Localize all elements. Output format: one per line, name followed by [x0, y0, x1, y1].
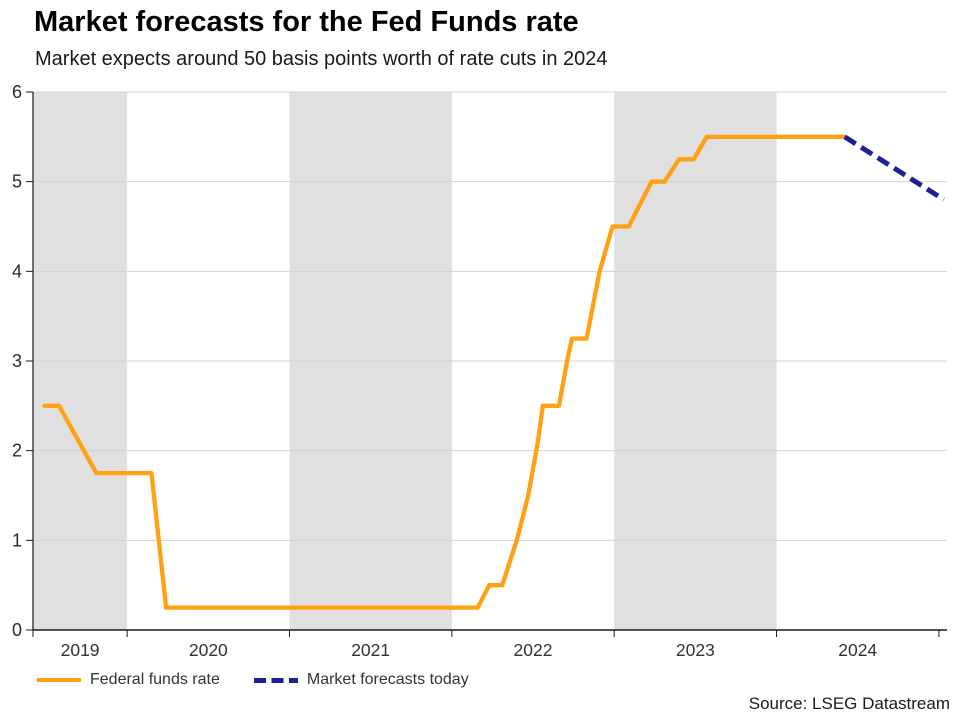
series-line-market-forecasts: [843, 134, 946, 202]
x-tick-label-2024: 2024: [838, 640, 877, 660]
x-tick-label-2019: 2019: [61, 640, 100, 660]
legend-swatch-dashed-line: [253, 677, 298, 683]
legend-label-federal-funds-rate: Federal funds rate: [90, 671, 220, 688]
y-tick-label-4: 4: [12, 261, 22, 281]
legend-label-market-forecasts: Market forecasts today: [306, 671, 469, 688]
legend: Federal funds rate Market forecasts toda…: [37, 668, 469, 692]
legend-item-federal-funds-rate: Federal funds rate: [37, 671, 220, 689]
series-line-federal-funds-rate: [42, 134, 847, 610]
legend-item-market-forecasts: Market forecasts today: [253, 671, 469, 689]
x-tick-label-2021: 2021: [351, 640, 390, 660]
y-tick-label-5: 5: [12, 172, 22, 192]
y-tick-label-6: 6: [12, 82, 22, 102]
chart-subtitle: Market expects around 50 basis points wo…: [35, 48, 608, 70]
source-credit: Source: LSEG Datastream: [748, 694, 950, 713]
y-tick-label-3: 3: [12, 351, 22, 371]
x-tick-label-2022: 2022: [514, 640, 553, 660]
y-tick-label-2: 2: [12, 441, 22, 461]
legend-swatch-solid-line: [37, 677, 81, 683]
chart-title: Market forecasts for the Fed Funds rate: [34, 6, 579, 38]
y-tick-label-0: 0: [12, 620, 22, 640]
x-tick-label-2020: 2020: [189, 640, 228, 660]
y-tick-label-1: 1: [12, 530, 22, 550]
x-tick-label-2023: 2023: [676, 640, 715, 660]
